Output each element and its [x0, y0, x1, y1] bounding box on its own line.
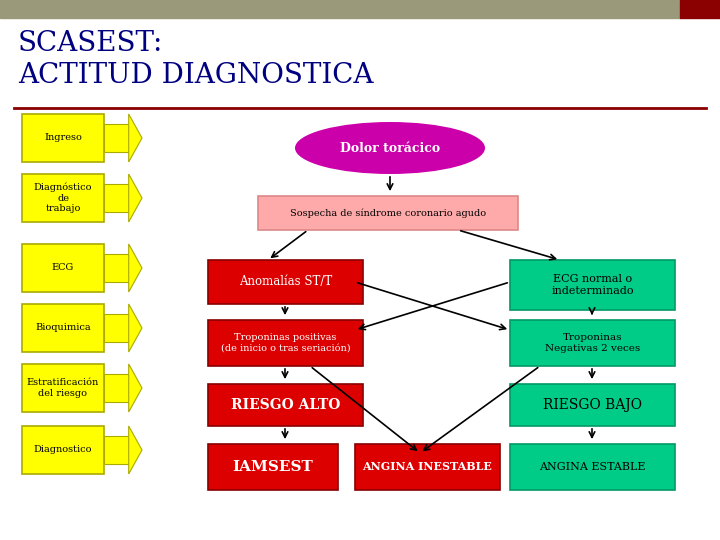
Polygon shape — [129, 426, 142, 474]
FancyBboxPatch shape — [355, 444, 500, 490]
FancyBboxPatch shape — [22, 174, 104, 222]
Polygon shape — [129, 364, 142, 412]
Text: Troponinas
Negativas 2 veces: Troponinas Negativas 2 veces — [545, 333, 640, 353]
Bar — [104, 436, 129, 464]
Text: RIESGO BAJO: RIESGO BAJO — [543, 398, 642, 412]
FancyBboxPatch shape — [208, 444, 338, 490]
Text: ACTITUD DIAGNOSTICA: ACTITUD DIAGNOSTICA — [18, 62, 374, 89]
Bar — [680, 0, 720, 18]
FancyBboxPatch shape — [22, 114, 104, 162]
FancyBboxPatch shape — [22, 426, 104, 474]
FancyBboxPatch shape — [510, 444, 675, 490]
Text: Dolor torácico: Dolor torácico — [340, 141, 440, 154]
Text: ANGINA INESTABLE: ANGINA INESTABLE — [363, 462, 492, 472]
Text: SCASEST:: SCASEST: — [18, 30, 163, 57]
Text: ECG: ECG — [52, 264, 74, 273]
Text: Bioquimica: Bioquimica — [35, 323, 91, 333]
FancyBboxPatch shape — [22, 244, 104, 292]
Text: IAMSEST: IAMSEST — [233, 460, 313, 474]
FancyBboxPatch shape — [22, 304, 104, 352]
FancyBboxPatch shape — [510, 260, 675, 310]
Ellipse shape — [295, 122, 485, 174]
FancyBboxPatch shape — [208, 384, 363, 426]
Bar — [104, 314, 129, 342]
FancyBboxPatch shape — [22, 364, 104, 412]
Text: Troponinas positivas
(de inicio o tras seriación): Troponinas positivas (de inicio o tras s… — [221, 333, 351, 353]
FancyBboxPatch shape — [510, 320, 675, 366]
Text: Diagnostico: Diagnostico — [34, 446, 92, 455]
FancyBboxPatch shape — [208, 260, 363, 304]
Polygon shape — [129, 174, 142, 222]
Text: Ingreso: Ingreso — [44, 133, 82, 143]
Bar — [104, 184, 129, 212]
Text: ANGINA ESTABLE: ANGINA ESTABLE — [539, 462, 646, 472]
FancyBboxPatch shape — [208, 320, 363, 366]
Bar — [104, 124, 129, 152]
Text: Sospecha de síndrome coronario agudo: Sospecha de síndrome coronario agudo — [290, 208, 486, 218]
Polygon shape — [129, 304, 142, 352]
Text: RIESGO ALTO: RIESGO ALTO — [231, 398, 340, 412]
Polygon shape — [129, 114, 142, 162]
Text: Diagnóstico
de
trabajo: Diagnóstico de trabajo — [34, 183, 92, 213]
Bar — [104, 254, 129, 282]
Text: ECG normal o
indeterminado: ECG normal o indeterminado — [552, 274, 634, 296]
Polygon shape — [129, 244, 142, 292]
Bar — [0, 0, 680, 18]
FancyBboxPatch shape — [510, 384, 675, 426]
FancyBboxPatch shape — [258, 196, 518, 230]
Text: Anomalías ST/T: Anomalías ST/T — [239, 275, 332, 288]
Bar — [104, 374, 129, 402]
Text: Estratificación
del riesgo: Estratificación del riesgo — [27, 379, 99, 397]
